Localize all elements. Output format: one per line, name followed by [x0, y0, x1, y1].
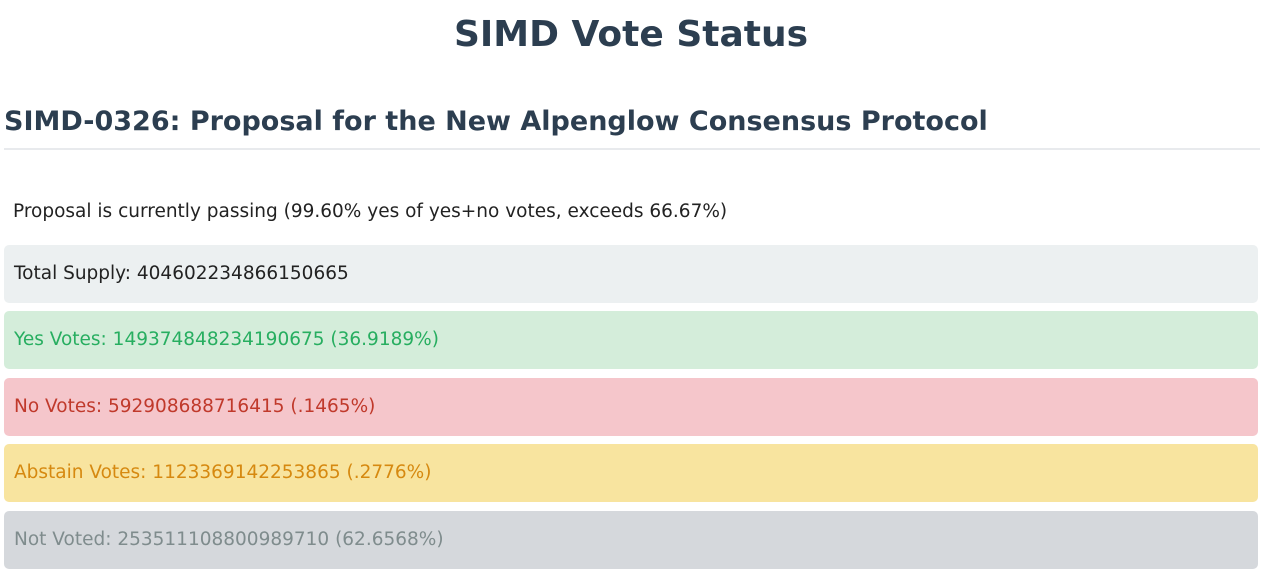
yes-votes-row: Yes Votes: 149374848234190675 (36.9189%) [4, 311, 1258, 369]
no-votes-row: No Votes: 592908688716415 (.1465%) [4, 378, 1258, 436]
not-voted-row: Not Voted: 253511108800989710 (62.6568%) [4, 511, 1258, 569]
proposal-header: SIMD-0326: Proposal for the New Alpenglo… [4, 100, 1260, 150]
abstain-votes-row: Abstain Votes: 1123369142253865 (.2776%) [4, 444, 1258, 502]
proposal-status: Proposal is currently passing (99.60% ye… [13, 201, 728, 222]
page-title: SIMD Vote Status [453, 14, 809, 55]
total-supply-row: Total Supply: 404602234866150665 [4, 245, 1258, 303]
proposal-title: SIMD-0326: Proposal for the New Alpenglo… [4, 106, 988, 137]
